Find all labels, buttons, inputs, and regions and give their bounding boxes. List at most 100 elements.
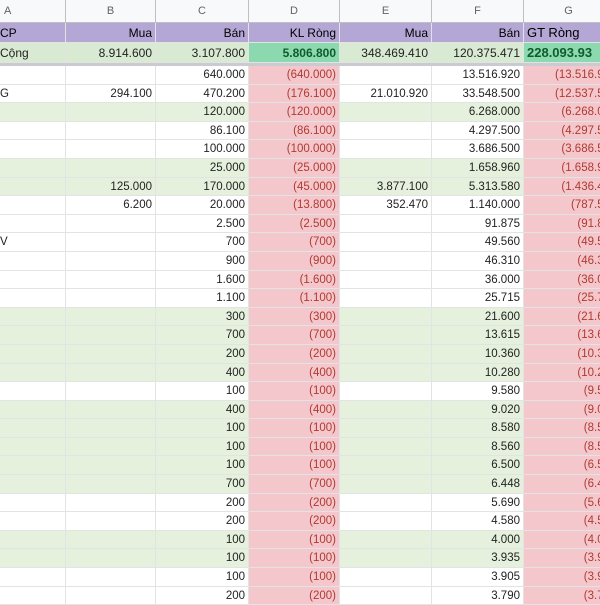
cell-g[interactable]: (10.36 xyxy=(524,344,600,364)
cell-e[interactable] xyxy=(340,289,432,308)
column-header-c[interactable]: C xyxy=(156,0,249,23)
cell-e[interactable]: 3.877.100 xyxy=(340,177,432,197)
cell-g[interactable]: (4.58 xyxy=(524,512,600,531)
cell-e[interactable] xyxy=(340,400,432,420)
cell-d[interactable]: (700) xyxy=(249,233,340,252)
cell-b[interactable]: 125.000 xyxy=(66,177,156,197)
cell-d[interactable]: (120.000) xyxy=(249,103,340,122)
cell-f[interactable]: 4.000 xyxy=(432,530,524,550)
cell-e[interactable] xyxy=(340,493,432,513)
cell-c[interactable]: 470.200 xyxy=(156,84,249,104)
cell-g[interactable]: (1.658.96 xyxy=(524,158,600,178)
cell-f[interactable]: 91.875 xyxy=(432,214,524,234)
cell-c[interactable]: 100.000 xyxy=(156,140,249,159)
cell-e[interactable] xyxy=(340,103,432,122)
cell-d[interactable]: (100) xyxy=(249,568,340,587)
cell-f[interactable]: 13.516.920 xyxy=(432,66,524,85)
cell-g[interactable]: (3.79 xyxy=(524,586,600,605)
cell-d[interactable]: (100) xyxy=(249,530,340,550)
cell-g[interactable]: (12.537.58 xyxy=(524,84,600,104)
cell-f[interactable]: 1.140.000 xyxy=(432,196,524,215)
cell-b[interactable] xyxy=(66,437,156,457)
cell-f[interactable]: 10.360 xyxy=(432,344,524,364)
cell-b[interactable] xyxy=(66,66,156,85)
cell-d[interactable]: (45.000) xyxy=(249,177,340,197)
cell-d[interactable]: (200) xyxy=(249,586,340,605)
cell-d[interactable]: (300) xyxy=(249,307,340,327)
cell-d[interactable]: (100.000) xyxy=(249,140,340,159)
cell-b[interactable]: 294.100 xyxy=(66,84,156,104)
cell-a[interactable] xyxy=(0,140,66,159)
cell-b[interactable] xyxy=(66,400,156,420)
cell-g[interactable]: (8.58 xyxy=(524,419,600,438)
cell-f[interactable]: 9.580 xyxy=(432,382,524,401)
cell-c[interactable]: 700 xyxy=(156,233,249,252)
cell-g[interactable]: (25.71 xyxy=(524,289,600,308)
cell-e[interactable] xyxy=(340,382,432,401)
cell-g[interactable]: (4.297.50 xyxy=(524,121,600,141)
cell-c[interactable]: 100 xyxy=(156,419,249,438)
cell-g[interactable]: (3.93 xyxy=(524,549,600,569)
cell-b[interactable]: 6.200 xyxy=(66,196,156,215)
cell-a[interactable] xyxy=(0,493,66,513)
cell-title-g[interactable]: GT Ròng xyxy=(524,23,600,43)
cell-b[interactable] xyxy=(66,530,156,550)
cell-title-f[interactable]: Bán xyxy=(432,23,524,43)
cell-b[interactable] xyxy=(66,289,156,308)
cell-e[interactable] xyxy=(340,214,432,234)
cell-e[interactable] xyxy=(340,586,432,605)
cell-c[interactable]: 700 xyxy=(156,475,249,494)
cell-b[interactable] xyxy=(66,103,156,122)
cell-d[interactable]: (86.100) xyxy=(249,121,340,141)
cell-a[interactable] xyxy=(0,289,66,308)
cell-a[interactable] xyxy=(0,363,66,383)
cell-b[interactable] xyxy=(66,419,156,438)
cell-b[interactable] xyxy=(66,382,156,401)
cell-total-c[interactable]: 3.107.800 xyxy=(156,43,249,63)
cell-e[interactable] xyxy=(340,66,432,85)
cell-g[interactable]: (13.516.92 xyxy=(524,66,600,85)
cell-c[interactable]: 25.000 xyxy=(156,158,249,178)
cell-b[interactable] xyxy=(66,456,156,476)
cell-f[interactable]: 3.905 xyxy=(432,568,524,587)
cell-title-e[interactable]: Mua xyxy=(340,23,432,43)
cell-c[interactable]: 200 xyxy=(156,493,249,513)
cell-a[interactable] xyxy=(0,512,66,531)
cell-a[interactable] xyxy=(0,456,66,476)
cell-e[interactable]: 352.470 xyxy=(340,196,432,215)
cell-a[interactable] xyxy=(0,530,66,550)
cell-g[interactable]: (9.02 xyxy=(524,400,600,420)
cell-e[interactable] xyxy=(340,475,432,494)
cell-total-a[interactable]: Cộng xyxy=(0,43,66,63)
cell-b[interactable] xyxy=(66,251,156,271)
cell-a[interactable] xyxy=(0,475,66,494)
cell-e[interactable] xyxy=(340,437,432,457)
cell-d[interactable]: (100) xyxy=(249,419,340,438)
cell-c[interactable]: 900 xyxy=(156,251,249,271)
cell-f[interactable]: 6.500 xyxy=(432,456,524,476)
cell-c[interactable]: 640.000 xyxy=(156,66,249,85)
cell-c[interactable]: 170.000 xyxy=(156,177,249,197)
cell-d[interactable]: (2.500) xyxy=(249,214,340,234)
cell-g[interactable]: (21.60 xyxy=(524,307,600,327)
cell-a[interactable] xyxy=(0,214,66,234)
cell-g[interactable]: (8.56 xyxy=(524,437,600,457)
cell-e[interactable] xyxy=(340,363,432,383)
cell-e[interactable] xyxy=(340,419,432,438)
cell-c[interactable]: 100 xyxy=(156,382,249,401)
cell-g[interactable]: (6.50 xyxy=(524,456,600,476)
cell-c[interactable]: 1.100 xyxy=(156,289,249,308)
cell-b[interactable] xyxy=(66,307,156,327)
cell-e[interactable] xyxy=(340,121,432,141)
cell-f[interactable]: 1.658.960 xyxy=(432,158,524,178)
cell-a[interactable] xyxy=(0,103,66,122)
cell-b[interactable] xyxy=(66,549,156,569)
cell-total-g[interactable]: 228.093.93 xyxy=(524,43,600,63)
column-header-a[interactable]: A xyxy=(0,0,66,23)
cell-e[interactable] xyxy=(340,344,432,364)
cell-f[interactable]: 10.280 xyxy=(432,363,524,383)
cell-g[interactable]: (3.686.50 xyxy=(524,140,600,159)
cell-g[interactable]: (13.61 xyxy=(524,326,600,345)
cell-d[interactable]: (200) xyxy=(249,512,340,531)
cell-d[interactable]: (200) xyxy=(249,493,340,513)
